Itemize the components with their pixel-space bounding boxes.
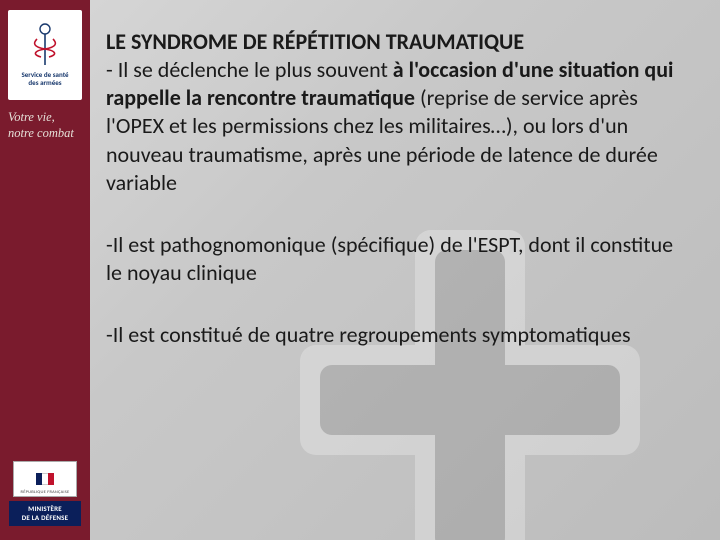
p1-lead: - Il se déclenche le plus souvent: [106, 56, 393, 83]
motto-line1: Votre vie,: [8, 110, 82, 126]
logo-text: Service de santé des armées: [21, 71, 68, 86]
paragraph-3: -Il est constitué de quatre regroupement…: [106, 321, 680, 349]
slide: Service de santé des armées Votre vie, n…: [0, 0, 720, 540]
ministry-line2: DE LA DÉFENSE: [11, 514, 79, 522]
ministry-label: MINISTÈRE DE LA DÉFENSE: [9, 501, 81, 526]
motto-line2: notre combat: [8, 126, 82, 142]
paragraph-2: -Il est pathognomonique (spécifique) de …: [106, 231, 680, 287]
french-flag-icon: [36, 473, 54, 485]
logo-line2: des armées: [21, 79, 68, 87]
motto: Votre vie, notre combat: [8, 110, 82, 141]
paragraph-1: - Il se déclenche le plus souvent à l'oc…: [106, 56, 680, 197]
content-area: LE SYNDROME DE RÉPÉTITION TRAUMATIQUE - …: [106, 28, 680, 349]
marianne-logo: RÉPUBLIQUE FRANÇAISE: [13, 461, 77, 497]
slide-title: LE SYNDROME DE RÉPÉTITION TRAUMATIQUE: [106, 28, 680, 56]
caduceus-icon: [27, 23, 63, 69]
sidebar: Service de santé des armées Votre vie, n…: [0, 0, 90, 540]
ministry-block: RÉPUBLIQUE FRANÇAISE MINISTÈRE DE LA DÉF…: [8, 461, 82, 526]
marianne-caption: RÉPUBLIQUE FRANÇAISE: [21, 490, 70, 495]
service-sante-logo: Service de santé des armées: [8, 10, 82, 100]
